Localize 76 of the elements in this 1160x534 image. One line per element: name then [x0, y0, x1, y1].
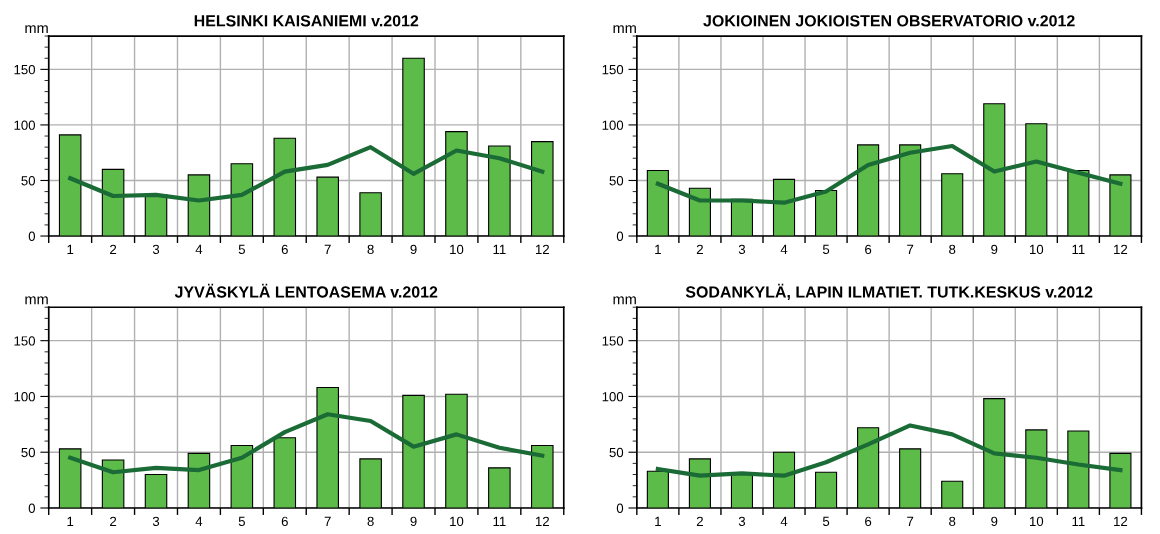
x-tick-label: 9: [410, 516, 417, 527]
x-tick-label: 8: [367, 244, 374, 255]
x-tick-label: 1: [655, 516, 661, 526]
chart-title: SODANKYLÄ, LAPIN ILMATIET. TUTK.KESKUS v.2012: [685, 283, 1093, 300]
chart-title: JYVÄSKYLÄ LENTOASEMA v.2012: [174, 283, 438, 298]
y-axis-title: mm: [613, 25, 636, 34]
x-tick-label: 10: [1029, 516, 1044, 527]
x-tick-label: 1: [67, 516, 74, 526]
y-tick-label: 150: [602, 336, 624, 346]
x-tick-label: 9: [991, 244, 998, 255]
y-tick-label: 50: [609, 176, 624, 186]
x-tick-label: 3: [738, 516, 746, 527]
y-tick-label: 150: [14, 64, 36, 75]
x-tick-label: 10: [450, 244, 464, 255]
x-tick-label: 4: [195, 244, 203, 254]
x-tick-label: 5: [238, 516, 245, 527]
x-tick-label: 6: [865, 244, 872, 255]
line-series: [655, 423, 1123, 478]
x-tick-label: 8: [367, 516, 374, 527]
x-tick-label: 9: [991, 516, 998, 527]
x-tick-label: 11: [493, 244, 506, 254]
x-tick-label: 1: [655, 244, 661, 254]
y-tick-label: 50: [609, 447, 624, 458]
y-tick-label: 150: [602, 64, 624, 75]
y-tick-label: 0: [616, 503, 624, 513]
x-tick-label: 5: [238, 244, 245, 255]
x-tick-label: 9: [410, 244, 417, 255]
x-tick-label: 4: [780, 244, 788, 254]
y-axis-title: mm: [25, 25, 48, 34]
x-tick-label: 10: [1029, 244, 1044, 255]
x-tick-label: 2: [696, 244, 703, 254]
x-tick-label: 1: [67, 244, 74, 254]
x-tick-label: 6: [865, 516, 872, 527]
x-tick-label: 4: [780, 516, 788, 526]
line-series: [68, 145, 545, 203]
x-tick-label: 5: [822, 244, 830, 255]
x-tick-label: 2: [110, 244, 117, 254]
x-tick-label: 10: [450, 516, 464, 527]
x-tick-label: 7: [324, 516, 331, 526]
x-tick-label: 3: [152, 516, 160, 527]
chart-title: HELSINKI KAISANIEMI v.2012: [194, 15, 419, 27]
x-tick-label: 3: [738, 244, 746, 255]
x-tick-label: 12: [535, 516, 549, 526]
x-tick-label: 3: [152, 244, 160, 255]
y-tick-label: 0: [616, 231, 624, 241]
x-tick-label: 12: [1114, 516, 1128, 526]
x-tick-label: 2: [696, 516, 703, 526]
x-tick-label: 7: [907, 244, 914, 254]
line-series: [655, 143, 1123, 205]
y-axis-title: mm: [613, 296, 636, 305]
y-tick-label: 0: [28, 503, 36, 513]
x-tick-label: 11: [1072, 244, 1085, 254]
x-tick-label: 4: [195, 516, 203, 526]
x-tick-label: 6: [281, 244, 288, 255]
x-tick-label: 11: [1072, 516, 1085, 526]
y-tick-label: 50: [21, 176, 36, 186]
y-tick-label: 100: [14, 120, 36, 130]
chart-title: JOKIOINEN JOKIOISTEN OBSERVATORIO v.2012: [703, 15, 1075, 27]
x-tick-label: 12: [535, 244, 549, 254]
y-tick-label: 150: [14, 336, 36, 346]
x-tick-label: 6: [281, 516, 288, 527]
y-tick-label: 50: [21, 447, 36, 458]
y-tick-label: 100: [14, 392, 36, 402]
line-series: [68, 412, 545, 475]
y-tick-label: 100: [602, 120, 624, 130]
y-tick-label: 0: [28, 231, 36, 241]
y-axis-title: mm: [25, 296, 48, 305]
x-tick-label: 11: [493, 516, 506, 526]
x-tick-label: 12: [1114, 244, 1128, 254]
x-tick-label: 8: [949, 516, 956, 527]
x-tick-label: 5: [822, 516, 830, 527]
x-tick-label: 2: [110, 516, 117, 526]
y-tick-label: 100: [602, 392, 624, 402]
x-tick-label: 7: [324, 244, 331, 254]
x-tick-label: 8: [949, 244, 956, 255]
x-tick-label: 7: [907, 516, 914, 526]
